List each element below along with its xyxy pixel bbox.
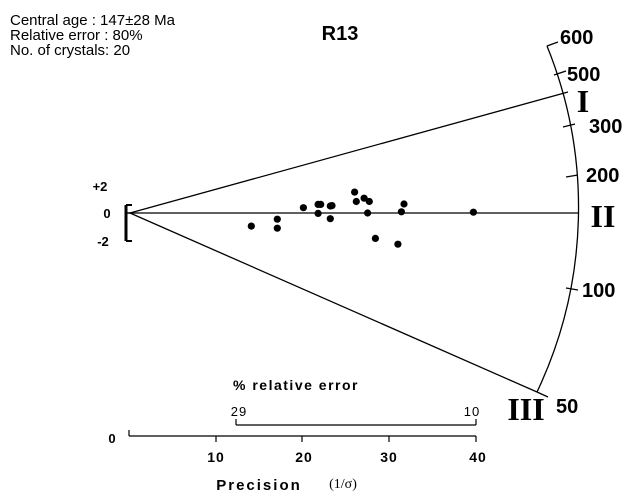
data-point-20 [394, 240, 402, 248]
z-tick-label-minus2: -2 [97, 234, 109, 249]
relative-error-text: Relative error : 80% [10, 27, 143, 44]
error-tick-label-10: 10 [464, 404, 480, 419]
age-label-50: 50 [556, 396, 578, 418]
age-label-100: 100 [582, 280, 615, 302]
age-label-500: 500 [567, 64, 600, 86]
reference-line-i [129, 91, 569, 214]
error-tick-label-29: 29 [231, 404, 247, 419]
data-point-17 [247, 222, 255, 230]
age-tick-500 [553, 70, 567, 76]
sample-label: R13 [322, 23, 359, 45]
age-arc [536, 45, 580, 393]
central-age-text: Central age : 147±28 Ma [10, 12, 175, 29]
age-tick-100 [565, 287, 579, 291]
precision-axis: 0 10 20 30 40 Precision (1/σ) [108, 430, 486, 494]
age-scale: 600 500 300 200 100 50 [536, 27, 622, 418]
data-point-13 [364, 209, 372, 217]
crystal-count-text: No. of crystals: 20 [10, 42, 131, 59]
z-tick-label-zero: 0 [103, 206, 110, 221]
data-point-14 [314, 209, 322, 217]
data-point-5 [400, 200, 408, 208]
precision-tick-label-30: 30 [380, 449, 398, 465]
data-point-9 [326, 202, 334, 210]
data-point-18 [273, 224, 281, 232]
age-tick-600 [546, 41, 559, 47]
reference-line-iii [129, 212, 538, 393]
data-point-2 [360, 194, 368, 202]
precision-origin-label: 0 [108, 431, 115, 446]
age-tick-200 [565, 174, 579, 178]
precision-axis-label: Precision [216, 477, 302, 494]
age-label-200: 200 [586, 165, 619, 187]
precision-tick-label-20: 20 [295, 449, 313, 465]
error-axis-label: % relative error [233, 377, 359, 393]
data-point-7 [317, 200, 325, 208]
age-tick-300 [562, 123, 576, 128]
stats-block: Central age : 147±28 Ma Relative error :… [10, 13, 175, 58]
reference-lines: I II III [129, 83, 616, 427]
data-point-12 [469, 208, 477, 216]
reference-line-label-i: I [577, 83, 589, 119]
data-point-10 [299, 204, 307, 212]
precision-axis-unit: (1/σ) [329, 477, 357, 492]
z-scale: +2 0 -2 [93, 179, 132, 249]
precision-tick-label-10: 10 [207, 449, 225, 465]
data-point-16 [273, 215, 281, 223]
data-point-15 [326, 215, 334, 223]
error-axis: % relative error 29 10 [231, 377, 480, 426]
data-point-19 [371, 234, 379, 242]
data-point-1 [351, 188, 359, 196]
z-tick-label-plus2: +2 [93, 179, 108, 194]
reference-line-label-ii: II [591, 198, 616, 234]
data-point-4 [365, 197, 373, 206]
data-point-3 [352, 197, 360, 206]
reference-line-label-iii: III [507, 391, 544, 427]
age-label-600: 600 [560, 27, 593, 49]
precision-tick-label-40: 40 [469, 449, 487, 465]
age-label-300: 300 [589, 116, 622, 138]
data-points [247, 188, 477, 248]
age-tick-50 [536, 391, 549, 398]
data-point-11 [397, 208, 405, 216]
